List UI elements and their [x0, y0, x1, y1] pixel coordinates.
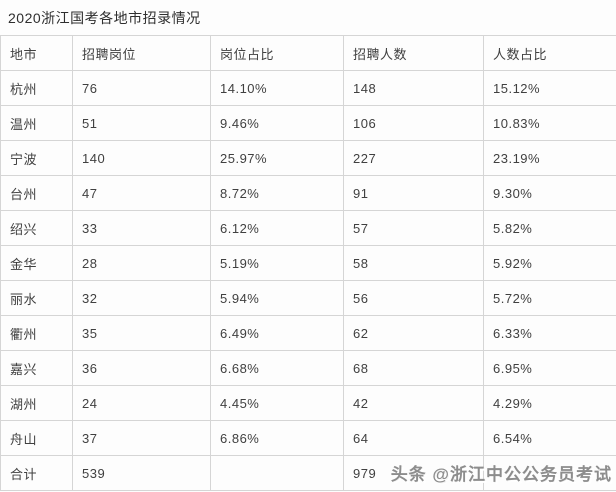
cell-people: 56 [343, 280, 484, 316]
table-header-row: 地市 招聘岗位 岗位占比 招聘人数 人数占比 [0, 35, 616, 71]
cell-people-pct: 5.92% [483, 245, 616, 281]
cell-people: 979 [343, 455, 484, 491]
cell-position-pct: 4.45% [210, 385, 344, 421]
recruitment-table: 地市 招聘岗位 岗位占比 招聘人数 人数占比 杭州 76 14.10% 148 15.1… [0, 35, 616, 491]
cell-position-pct: 8.72% [210, 175, 344, 211]
cell-people: 68 [343, 350, 484, 386]
cell-position-pct: 25.97% [210, 140, 344, 176]
table-row: 温州 51 9.46% 106 10.83% [0, 105, 616, 141]
cell-city: 湖州 [0, 385, 73, 421]
page-title: 2020浙江国考各地市招录情况 [8, 9, 201, 26]
cell-people-pct: 15.12% [483, 70, 616, 106]
cell-people-pct: 6.33% [483, 315, 616, 351]
cell-people: 58 [343, 245, 484, 281]
table-row: 宁波 140 25.97% 227 23.19% [0, 140, 616, 176]
cell-people: 62 [343, 315, 484, 351]
cell-city: 丽水 [0, 280, 73, 316]
cell-position-pct: 5.94% [210, 280, 344, 316]
header-city: 地市 [0, 35, 73, 71]
cell-positions: 140 [72, 140, 211, 176]
table-row: 舟山 37 6.86% 64 6.54% [0, 420, 616, 456]
table-body: 杭州 76 14.10% 148 15.12% 温州 51 9.46% 106 10.83% 宁波 1… [0, 70, 616, 491]
cell-people-pct: 4.29% [483, 385, 616, 421]
cell-people-pct: 10.83% [483, 105, 616, 141]
cell-positions: 76 [72, 70, 211, 106]
cell-position-pct: 6.12% [210, 210, 344, 246]
cell-people: 42 [343, 385, 484, 421]
cell-position-pct [210, 455, 344, 491]
table-row: 绍兴 33 6.12% 57 5.82% [0, 210, 616, 246]
table-row: 合计 539 979 [0, 455, 616, 491]
cell-city: 绍兴 [0, 210, 73, 246]
cell-city: 宁波 [0, 140, 73, 176]
cell-city: 舟山 [0, 420, 73, 456]
cell-positions: 51 [72, 105, 211, 141]
table-row: 湖州 24 4.45% 42 4.29% [0, 385, 616, 421]
cell-people: 106 [343, 105, 484, 141]
cell-people-pct [483, 455, 616, 491]
cell-people: 57 [343, 210, 484, 246]
cell-people: 227 [343, 140, 484, 176]
cell-positions: 28 [72, 245, 211, 281]
cell-people-pct: 5.72% [483, 280, 616, 316]
cell-city: 嘉兴 [0, 350, 73, 386]
cell-city: 合计 [0, 455, 73, 491]
cell-positions: 37 [72, 420, 211, 456]
cell-people-pct: 6.95% [483, 350, 616, 386]
header-people-pct: 人数占比 [483, 35, 616, 71]
cell-city: 温州 [0, 105, 73, 141]
cell-people: 91 [343, 175, 484, 211]
cell-positions: 35 [72, 315, 211, 351]
table-row: 嘉兴 36 6.68% 68 6.95% [0, 350, 616, 386]
table-row: 金华 28 5.19% 58 5.92% [0, 245, 616, 281]
cell-people-pct: 9.30% [483, 175, 616, 211]
cell-people: 64 [343, 420, 484, 456]
table-row: 丽水 32 5.94% 56 5.72% [0, 280, 616, 316]
table-row: 衢州 35 6.49% 62 6.33% [0, 315, 616, 351]
cell-people: 148 [343, 70, 484, 106]
cell-position-pct: 14.10% [210, 70, 344, 106]
cell-city: 衢州 [0, 315, 73, 351]
header-people: 招聘人数 [343, 35, 484, 71]
cell-people-pct: 6.54% [483, 420, 616, 456]
cell-people-pct: 5.82% [483, 210, 616, 246]
cell-position-pct: 6.49% [210, 315, 344, 351]
cell-positions: 47 [72, 175, 211, 211]
cell-positions: 32 [72, 280, 211, 316]
cell-position-pct: 5.19% [210, 245, 344, 281]
cell-positions: 33 [72, 210, 211, 246]
cell-city: 杭州 [0, 70, 73, 106]
cell-positions: 539 [72, 455, 211, 491]
cell-position-pct: 9.46% [210, 105, 344, 141]
header-position-pct: 岗位占比 [210, 35, 344, 71]
table-row: 台州 47 8.72% 91 9.30% [0, 175, 616, 211]
cell-position-pct: 6.68% [210, 350, 344, 386]
cell-position-pct: 6.86% [210, 420, 344, 456]
cell-people-pct: 23.19% [483, 140, 616, 176]
cell-city: 台州 [0, 175, 73, 211]
table-row: 杭州 76 14.10% 148 15.12% [0, 70, 616, 106]
header-positions: 招聘岗位 [72, 35, 211, 71]
cell-positions: 36 [72, 350, 211, 386]
cell-city: 金华 [0, 245, 73, 281]
cell-positions: 24 [72, 385, 211, 421]
